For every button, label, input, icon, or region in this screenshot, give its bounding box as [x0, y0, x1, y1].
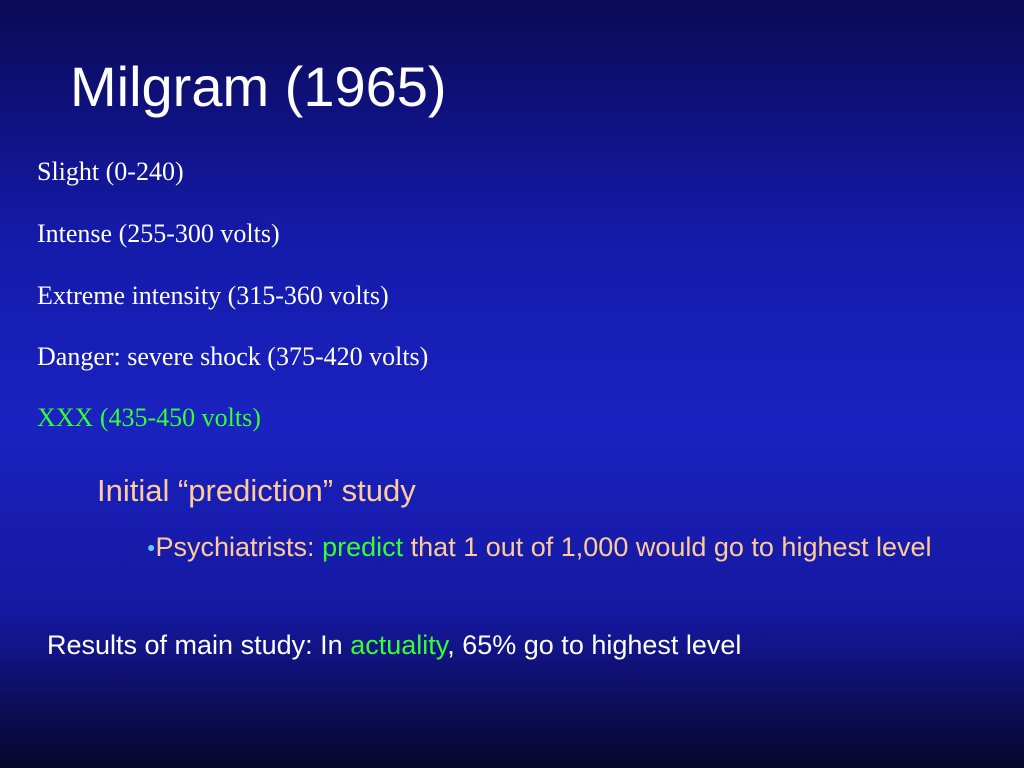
results-line: Results of main study: In actuality, 65% …: [47, 630, 741, 661]
section-heading: Initial “prediction” study: [97, 473, 416, 508]
text-segment: Psychiatrists:: [155, 532, 315, 562]
level-item: XXX (435-450 volts): [37, 403, 261, 432]
bullet-dot: ●: [147, 539, 156, 555]
bullet-item: ●Psychiatrists: predict that 1 out of 1,00…: [147, 528, 967, 567]
text-segment: Results of main study: In: [47, 630, 343, 660]
level-item: Slight (0-240): [37, 157, 184, 186]
level-item: Extreme intensity (315-360 volts): [37, 281, 389, 310]
text-highlight: actuality: [350, 630, 448, 660]
text-highlight: predict: [322, 532, 404, 562]
slide-title: Milgram (1965): [70, 55, 447, 118]
text-segment: , 65% go to highest level: [447, 630, 742, 660]
level-item: Danger: severe shock (375-420 volts): [37, 342, 429, 371]
text-segment: that 1 out of 1,000 would go to highest …: [410, 532, 932, 562]
level-item: Intense (255-300 volts): [37, 219, 280, 248]
